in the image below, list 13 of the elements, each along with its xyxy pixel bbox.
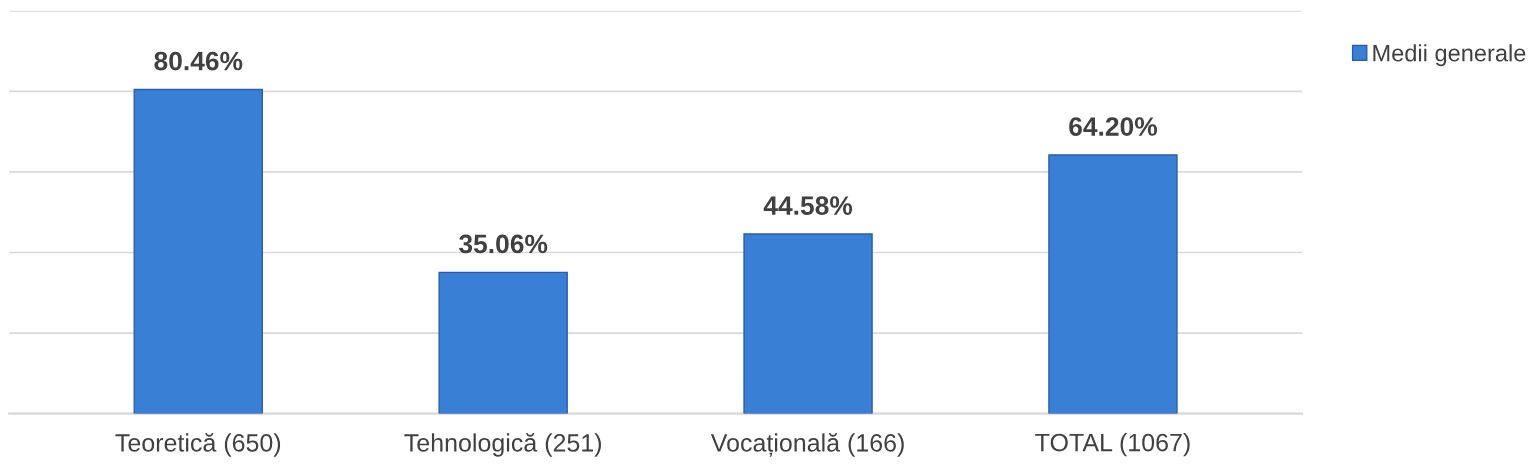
data-label: 44.58% [763,196,853,215]
data-label: 64.20% [1069,117,1158,136]
legend-label: Medii generale [1373,44,1526,67]
bar [438,271,568,414]
bar [743,233,873,414]
x-tick-label: TOTAL (1067) [1035,433,1190,457]
x-tick-label: Tehnologică (251) [404,433,601,457]
data-label: 35.06% [459,234,548,254]
bar [133,88,263,414]
x-tick-label: Vocațională (166) [710,433,904,457]
x-tick-label: Teoretică (650) [115,433,281,457]
data-label: 80.46% [154,51,243,71]
bar [1048,154,1178,414]
